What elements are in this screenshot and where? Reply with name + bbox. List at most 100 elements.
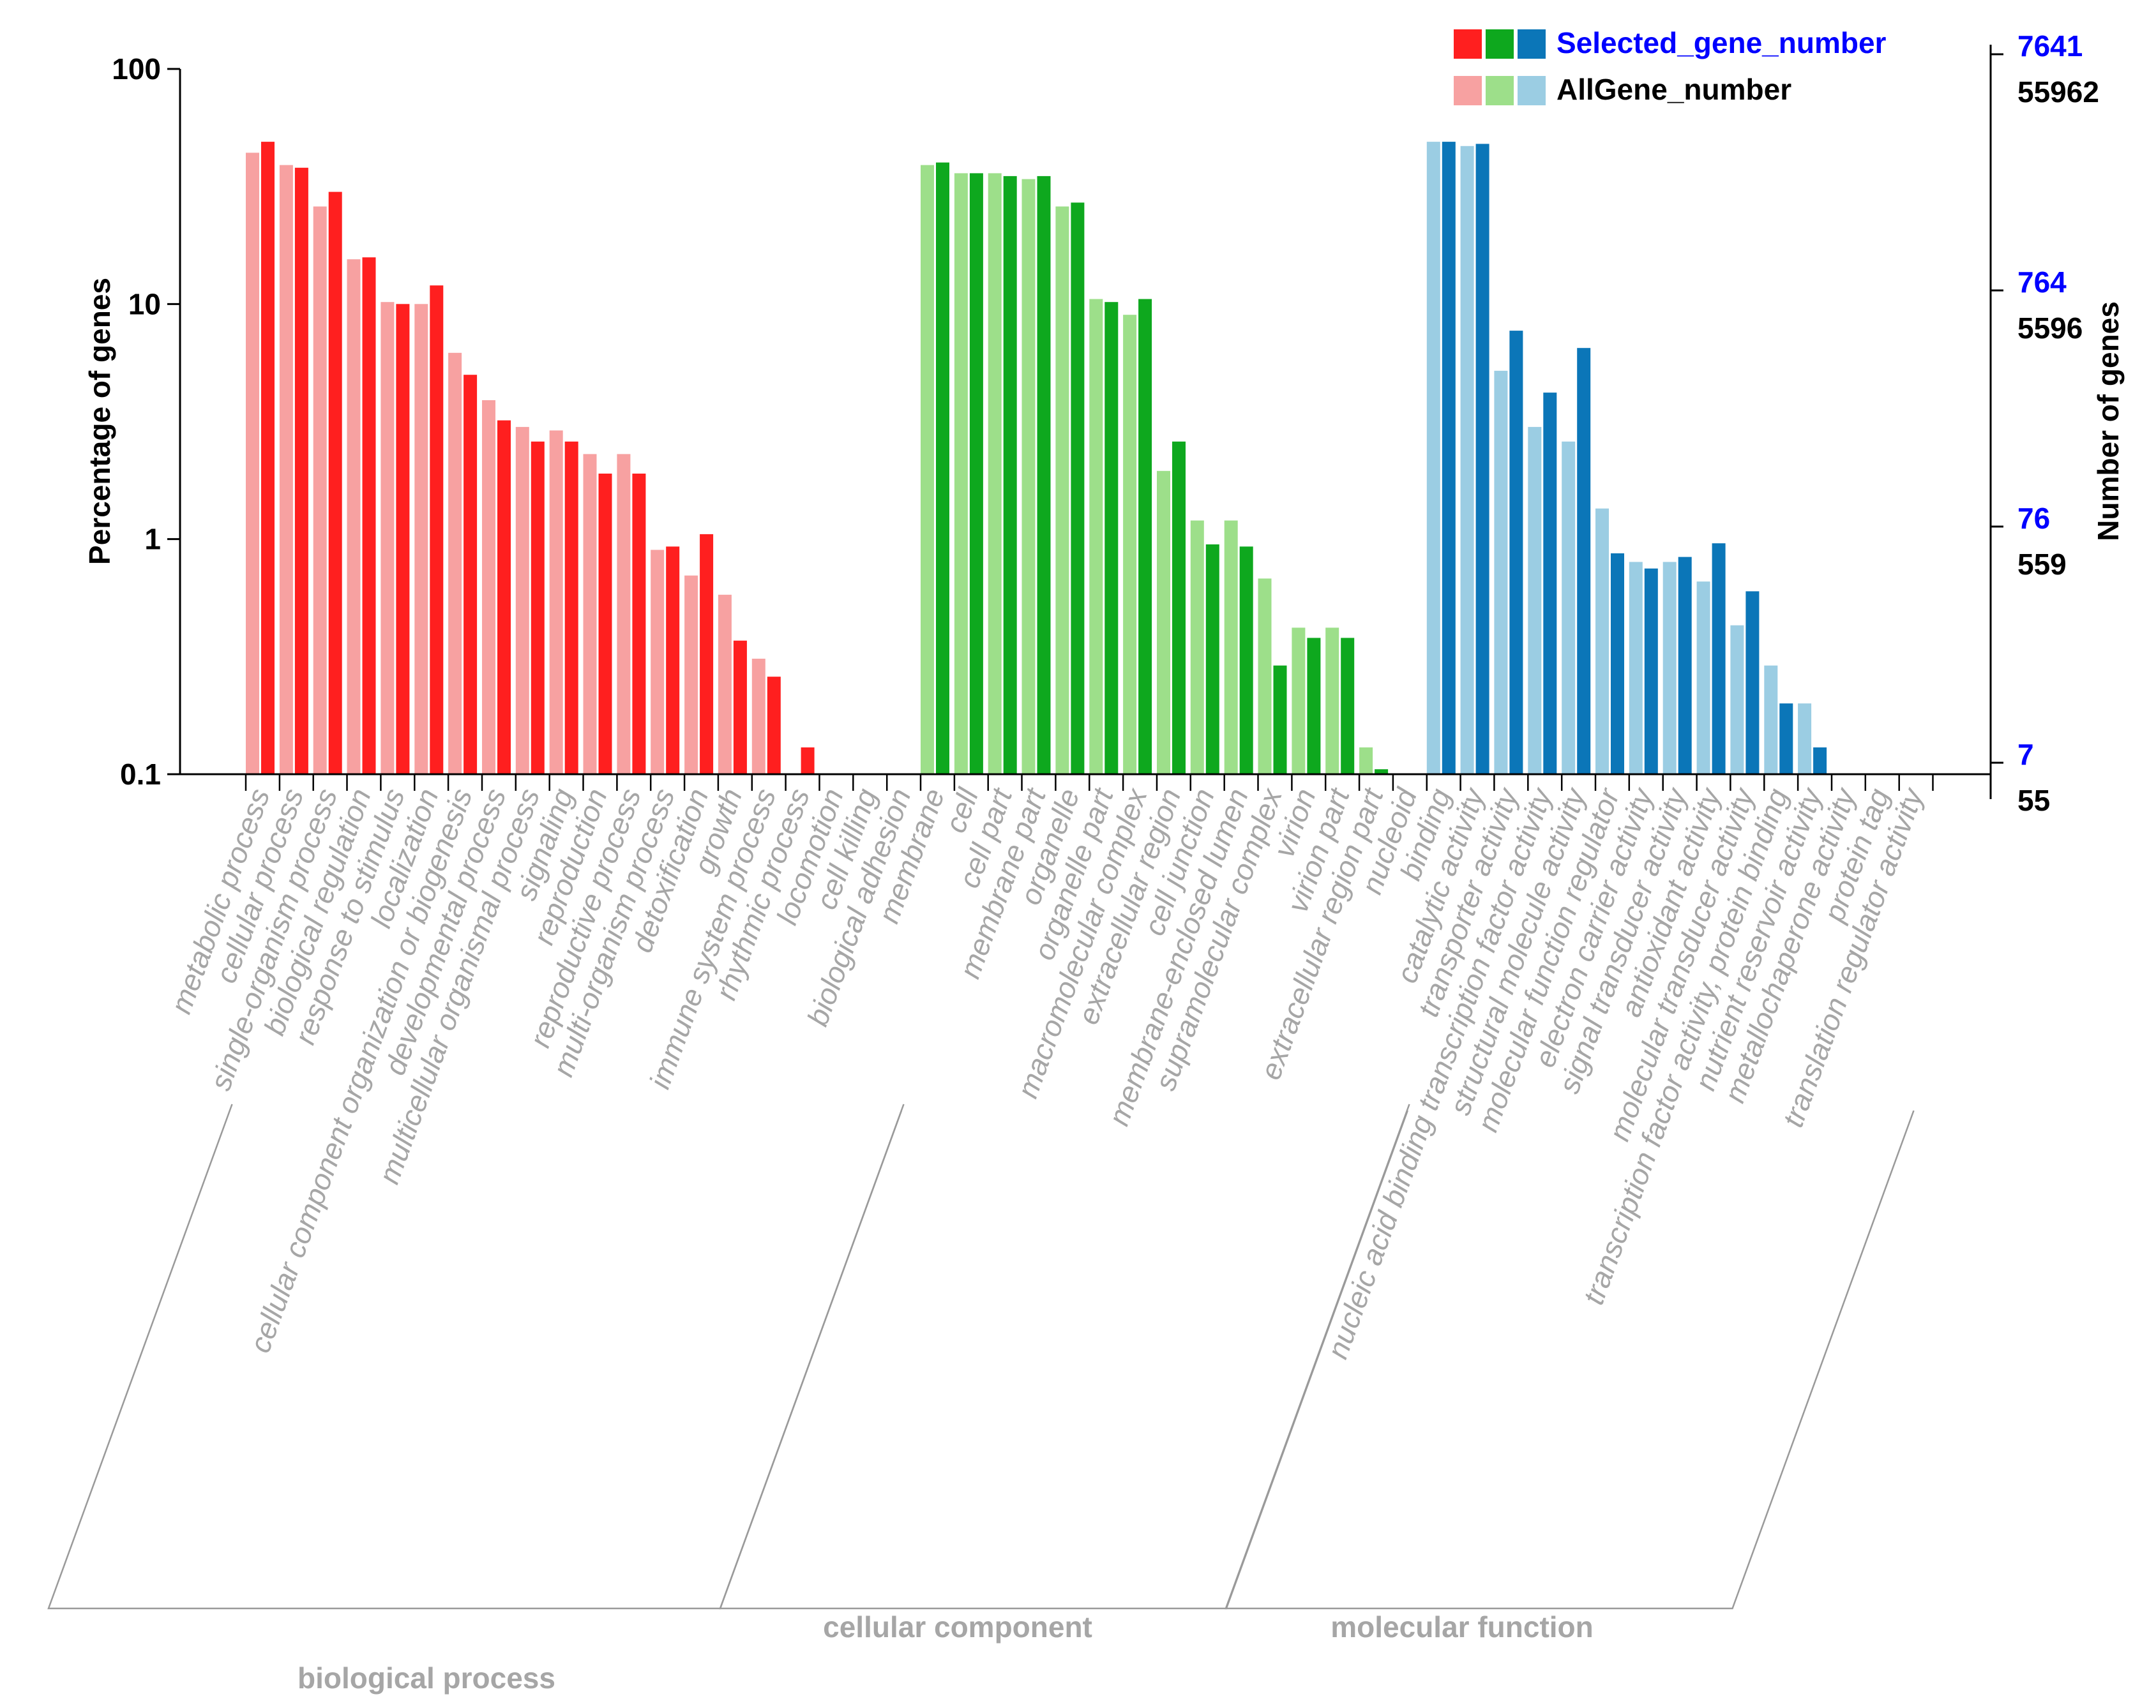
bar-selected-gene — [328, 191, 342, 775]
bar-all-gene — [1798, 703, 1812, 774]
axes-layer: 100 10 1 0.1 7641 55962 764 5596 76 559 7 55 Percent… — [83, 29, 2125, 817]
bar-all-gene — [1494, 370, 1508, 774]
bar-all-gene — [381, 302, 395, 774]
legend-swatch-all — [1518, 76, 1546, 105]
right-tick-selected-label: 7641 — [2017, 29, 2083, 63]
bar-selected-gene — [294, 167, 308, 774]
right-tick-all-label: 55962 — [2017, 75, 2099, 109]
bar-all-gene — [347, 259, 361, 774]
bar-selected-gene — [1205, 544, 1219, 774]
bar-all-gene — [1325, 627, 1339, 774]
bar-all-gene — [1258, 578, 1272, 774]
bar-all-gene — [313, 206, 327, 774]
legend-swatch-all — [1486, 76, 1514, 105]
bar-selected-gene — [936, 162, 949, 775]
bar-all-gene — [515, 426, 529, 774]
bar-all-gene — [1359, 747, 1373, 774]
bar-selected-gene — [1341, 638, 1355, 774]
bar-selected-gene — [1779, 703, 1793, 774]
group-label: molecular function — [1331, 1610, 1593, 1644]
bar-selected-gene — [1813, 747, 1827, 774]
bar-all-gene — [583, 454, 597, 774]
right-y-axis-title: Number of genes — [2092, 301, 2125, 541]
legend-label-selected: Selected_gene_number — [1557, 26, 1887, 59]
y-axis-title: Percentage of genes — [83, 278, 116, 565]
y-tick-label: 0.1 — [120, 758, 161, 791]
bar-selected-gene — [700, 534, 714, 774]
bar-all-gene — [482, 400, 495, 774]
bar-all-gene — [246, 153, 259, 775]
bar-selected-gene — [733, 640, 747, 774]
bar-selected-gene — [1611, 553, 1624, 774]
bar-all-gene — [1764, 665, 1778, 774]
bar-selected-gene — [1745, 591, 1760, 774]
bar-selected-gene — [464, 375, 478, 774]
bar-selected-gene — [1104, 302, 1119, 774]
legend-swatch-selected — [1518, 29, 1546, 59]
y-tick-label: 100 — [112, 52, 161, 86]
bar-all-gene — [1528, 426, 1542, 774]
bar-all-gene — [1460, 146, 1474, 775]
right-tick-selected-label: 76 — [2017, 502, 2050, 535]
legend-swatch-selected — [1486, 29, 1514, 59]
bar-selected-gene — [1071, 202, 1085, 774]
bar-selected-gene — [497, 420, 511, 774]
group-label: biological process — [298, 1661, 555, 1695]
bar-all-gene — [1426, 142, 1440, 775]
bar-selected-gene — [1003, 176, 1017, 774]
bar-all-gene — [1292, 627, 1306, 774]
bar-all-gene — [651, 550, 665, 774]
bar-selected-gene — [362, 257, 376, 774]
bar-selected-gene — [396, 304, 410, 774]
bar-all-gene — [1157, 470, 1170, 774]
bar-all-gene — [1562, 441, 1576, 774]
group-bracket — [1225, 1104, 1915, 1610]
right-tick-all-label: 5596 — [2017, 311, 2083, 345]
bar-selected-gene — [666, 546, 680, 774]
bar-selected-gene — [1037, 176, 1051, 774]
group-bracket — [719, 1104, 1408, 1610]
bar-selected-gene — [261, 142, 275, 775]
bar-selected-gene — [598, 474, 612, 774]
bar-selected-gene — [1172, 441, 1186, 774]
bar-all-gene — [1055, 206, 1069, 774]
right-tick-selected-label: 7 — [2017, 738, 2034, 771]
bar-all-gene — [1089, 299, 1103, 774]
bar-all-gene — [751, 659, 765, 774]
bar-all-gene — [1021, 179, 1036, 775]
bar-all-gene — [684, 575, 698, 774]
bar-all-gene — [617, 454, 631, 774]
bar-selected-gene — [1678, 557, 1692, 774]
bar-all-gene — [1123, 315, 1137, 774]
bar-selected-gene — [767, 677, 781, 774]
bar-all-gene — [988, 173, 1002, 774]
legend-label-all: AllGene_number — [1557, 73, 1791, 106]
bar-all-gene — [414, 304, 428, 774]
bar-all-gene — [1595, 508, 1609, 774]
bar-selected-gene — [531, 441, 545, 774]
y-tick-label: 10 — [128, 287, 161, 320]
bar-selected-gene — [1543, 393, 1557, 774]
bar-all-gene — [1696, 581, 1710, 774]
bar-all-gene — [1730, 625, 1744, 774]
legend-swatch-selected — [1454, 29, 1482, 59]
bars-layer — [246, 142, 1827, 775]
bar-selected-gene — [1475, 144, 1489, 774]
bar-selected-gene — [632, 474, 646, 774]
legend-swatch-all — [1454, 76, 1482, 105]
bar-selected-gene — [1509, 331, 1523, 774]
bar-all-gene — [954, 173, 968, 774]
bar-all-gene — [1224, 520, 1238, 774]
bar-selected-gene — [430, 285, 444, 774]
bar-selected-gene — [1644, 568, 1658, 774]
bar-all-gene — [1629, 562, 1643, 774]
bar-selected-gene — [1577, 348, 1591, 774]
bar-all-gene — [279, 165, 293, 775]
bar-selected-gene — [1375, 769, 1389, 774]
bar-all-gene — [718, 594, 732, 774]
bar-all-gene — [549, 430, 563, 774]
right-tick-selected-label: 764 — [2017, 266, 2067, 299]
group-label: cellular component — [823, 1610, 1092, 1644]
